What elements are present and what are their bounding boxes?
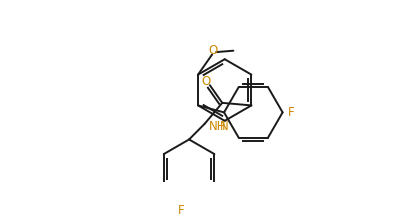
Text: NH: NH bbox=[209, 120, 226, 133]
Text: N: N bbox=[219, 121, 229, 133]
Text: O: O bbox=[201, 75, 211, 88]
Text: F: F bbox=[178, 204, 185, 216]
Text: O: O bbox=[208, 44, 217, 57]
Text: F: F bbox=[288, 106, 295, 119]
